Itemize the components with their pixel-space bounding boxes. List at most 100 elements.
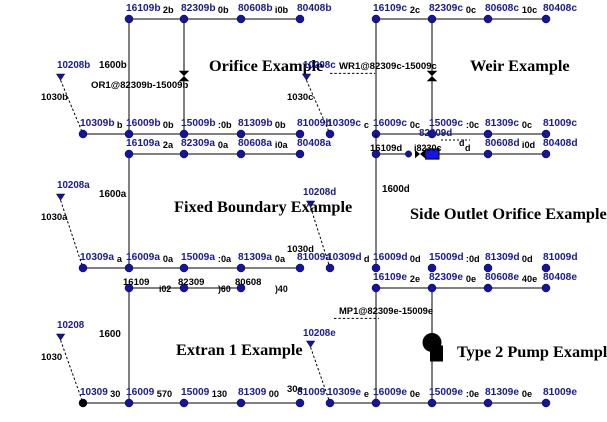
svg-text:81009c: 81009c <box>543 118 577 129</box>
svg-text:15009d: 15009d <box>429 252 464 263</box>
svg-text:10309b: 10309b <box>80 118 115 129</box>
svg-text:i0a: i0a <box>275 140 289 150</box>
svg-text:b: b <box>117 120 123 130</box>
svg-text:81009d: 81009d <box>543 252 578 263</box>
svg-text:1600: 1600 <box>99 329 121 340</box>
svg-text:1030b: 1030b <box>41 92 68 103</box>
svg-text:570: 570 <box>157 389 172 399</box>
svg-text:10208c: 10208c <box>303 60 336 71</box>
svg-text:2e: 2e <box>410 274 420 284</box>
svg-text:0c: 0c <box>466 5 476 15</box>
svg-text:82309b: 82309b <box>181 3 216 14</box>
svg-text:0e: 0e <box>410 389 420 399</box>
svg-text:Extran 1 Example: Extran 1 Example <box>176 340 303 359</box>
svg-text:80608b: 80608b <box>238 3 273 14</box>
svg-text:1030: 1030 <box>41 352 62 363</box>
svg-text:c: c <box>364 120 369 130</box>
svg-text:i0d: i0d <box>522 140 535 150</box>
svg-text:1600b: 1600b <box>99 60 127 71</box>
svg-text:80408b: 80408b <box>297 3 332 14</box>
svg-text:0e: 0e <box>522 389 532 399</box>
svg-text:80408d: 80408d <box>543 138 578 149</box>
svg-text:i02: i02 <box>159 284 171 294</box>
svg-text:81009e: 81009e <box>543 387 577 398</box>
svg-text:30e: 30e <box>287 384 303 395</box>
svg-text:10208: 10208 <box>57 320 85 331</box>
svg-text:d: d <box>465 143 471 153</box>
svg-text:80608: 80608 <box>235 277 261 288</box>
svg-text:81309c: 81309c <box>485 118 519 129</box>
svg-text:10208d: 10208d <box>303 187 336 198</box>
svg-text:WR1@82309c-15009c: WR1@82309c-15009c <box>339 61 438 72</box>
svg-text:16109a: 16109a <box>126 138 160 149</box>
svg-text:0a: 0a <box>163 254 174 264</box>
svg-text:80408a: 80408a <box>297 138 331 149</box>
svg-text:i0b: i0b <box>275 5 289 15</box>
svg-text:0d: 0d <box>522 254 533 264</box>
svg-text:1030d: 1030d <box>287 244 314 255</box>
svg-text:80408e: 80408e <box>543 272 577 283</box>
svg-text::0b: :0b <box>218 120 232 130</box>
svg-text:16009: 16009 <box>126 387 155 398</box>
svg-text:16009c: 16009c <box>373 118 407 129</box>
svg-text:16109d: 16109d <box>370 143 402 154</box>
svg-text:MP1@82309e-15009e: MP1@82309e-15009e <box>339 305 433 316</box>
svg-text:15009a: 15009a <box>181 252 215 263</box>
svg-text:)60: )60 <box>218 284 231 294</box>
svg-text:81309a: 81309a <box>238 252 272 263</box>
svg-text:Type 2 Pump Example: Type 2 Pump Example <box>457 342 607 361</box>
svg-text:80608c: 80608c <box>485 3 519 14</box>
svg-text:)40: )40 <box>275 284 288 294</box>
svg-text:0c: 0c <box>522 120 532 130</box>
svg-text:16009a: 16009a <box>126 252 160 263</box>
svg-text:80608d: 80608d <box>485 138 520 149</box>
svg-text:80608e: 80608e <box>485 272 519 283</box>
svg-text:2b: 2b <box>163 5 174 15</box>
svg-text:Weir Example: Weir Example <box>470 56 570 75</box>
svg-text:16109e: 16109e <box>373 272 407 283</box>
svg-text::0e: :0e <box>466 389 479 399</box>
svg-text:15009b: 15009b <box>181 118 216 129</box>
svg-text:16109b: 16109b <box>126 3 161 14</box>
svg-text:82309c: 82309c <box>429 3 463 14</box>
svg-text:80608a: 80608a <box>238 138 272 149</box>
svg-text:2c: 2c <box>410 5 420 15</box>
svg-text:0b: 0b <box>218 5 229 15</box>
svg-text:16009e: 16009e <box>373 387 407 398</box>
svg-text:82309d: 82309d <box>419 128 452 139</box>
svg-text:15009e: 15009e <box>429 387 463 398</box>
svg-text:2a: 2a <box>163 140 174 150</box>
svg-text:30: 30 <box>110 389 120 399</box>
svg-text:40e: 40e <box>522 274 537 284</box>
svg-text:80408c: 80408c <box>543 3 577 14</box>
svg-text:Side Outlet Orifice Example: Side Outlet Orifice Example <box>410 204 607 223</box>
svg-text:15009: 15009 <box>181 387 210 398</box>
svg-text:e: e <box>364 389 369 399</box>
svg-text:1030a: 1030a <box>41 212 68 223</box>
svg-text:10c: 10c <box>522 5 537 15</box>
svg-text:16109c: 16109c <box>373 3 407 14</box>
svg-text:130: 130 <box>212 389 227 399</box>
svg-text:0a: 0a <box>275 254 286 264</box>
svg-text:10309c: 10309c <box>327 118 361 129</box>
svg-text:81309b: 81309b <box>238 118 273 129</box>
svg-text:10208a: 10208a <box>57 180 90 191</box>
svg-text:00: 00 <box>269 389 279 399</box>
svg-text:OR1@82309b-15009b: OR1@82309b-15009b <box>91 80 188 91</box>
svg-text:10208b: 10208b <box>57 60 90 71</box>
svg-text::0a: :0a <box>218 254 232 264</box>
svg-text:10309a: 10309a <box>80 252 114 263</box>
svg-text:1600d: 1600d <box>382 184 410 195</box>
svg-text:82309: 82309 <box>178 277 204 288</box>
svg-text:1030c: 1030c <box>287 92 313 103</box>
svg-text:16109: 16109 <box>123 277 149 288</box>
svg-text:d: d <box>364 254 370 264</box>
svg-text:a: a <box>117 254 123 264</box>
svg-text:10309d: 10309d <box>327 252 362 263</box>
svg-text:16009d: 16009d <box>373 252 408 263</box>
svg-text::0c: :0c <box>466 120 479 130</box>
svg-text:10309e: 10309e <box>327 387 361 398</box>
svg-text:81309: 81309 <box>238 387 267 398</box>
svg-text:10208e: 10208e <box>303 328 336 339</box>
svg-text:0a: 0a <box>218 140 229 150</box>
